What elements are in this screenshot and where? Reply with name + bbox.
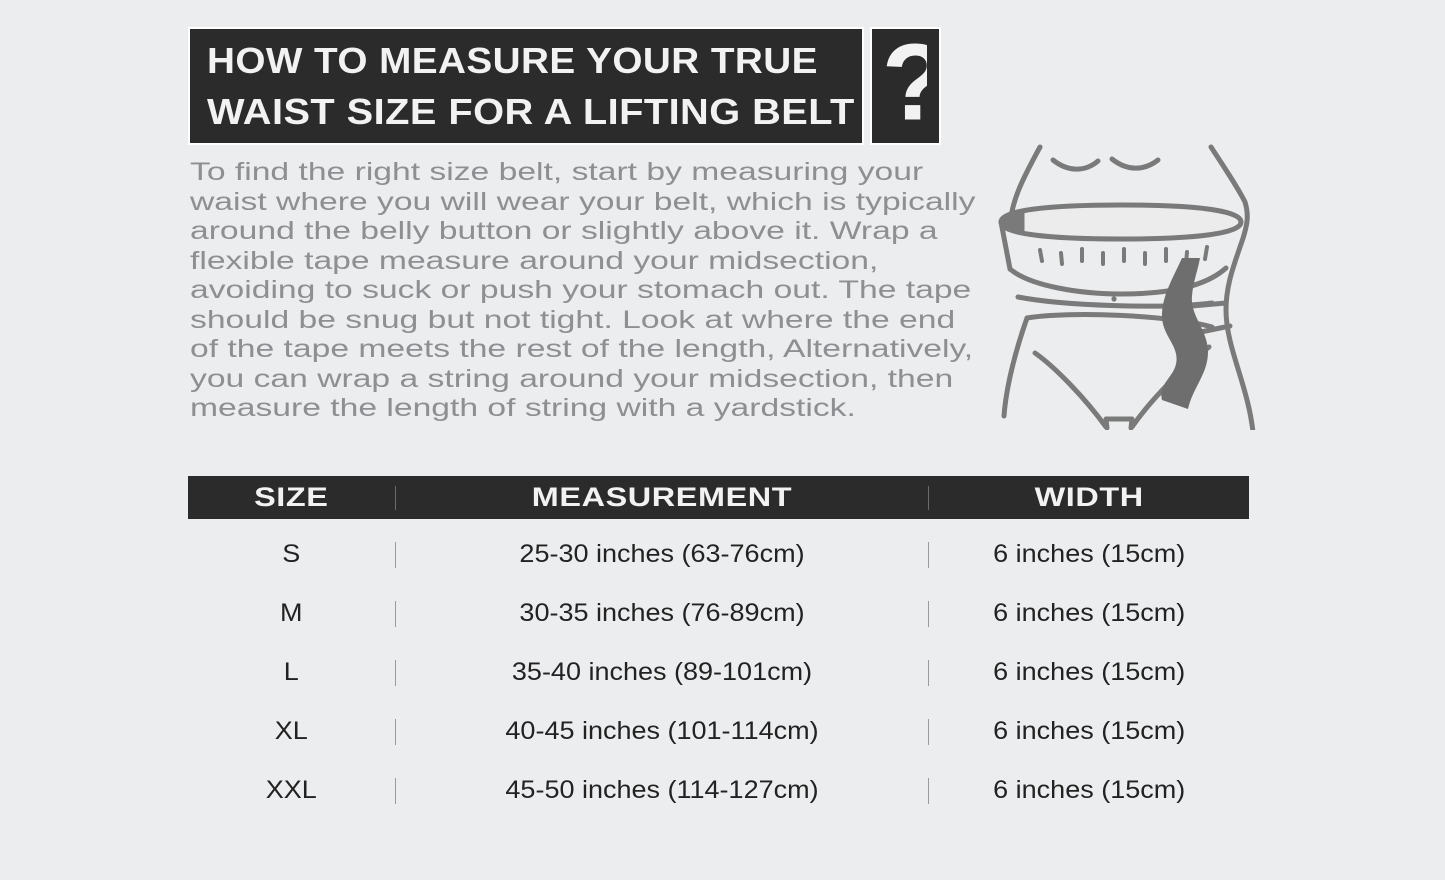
svg-text:?: ? bbox=[885, 38, 927, 134]
